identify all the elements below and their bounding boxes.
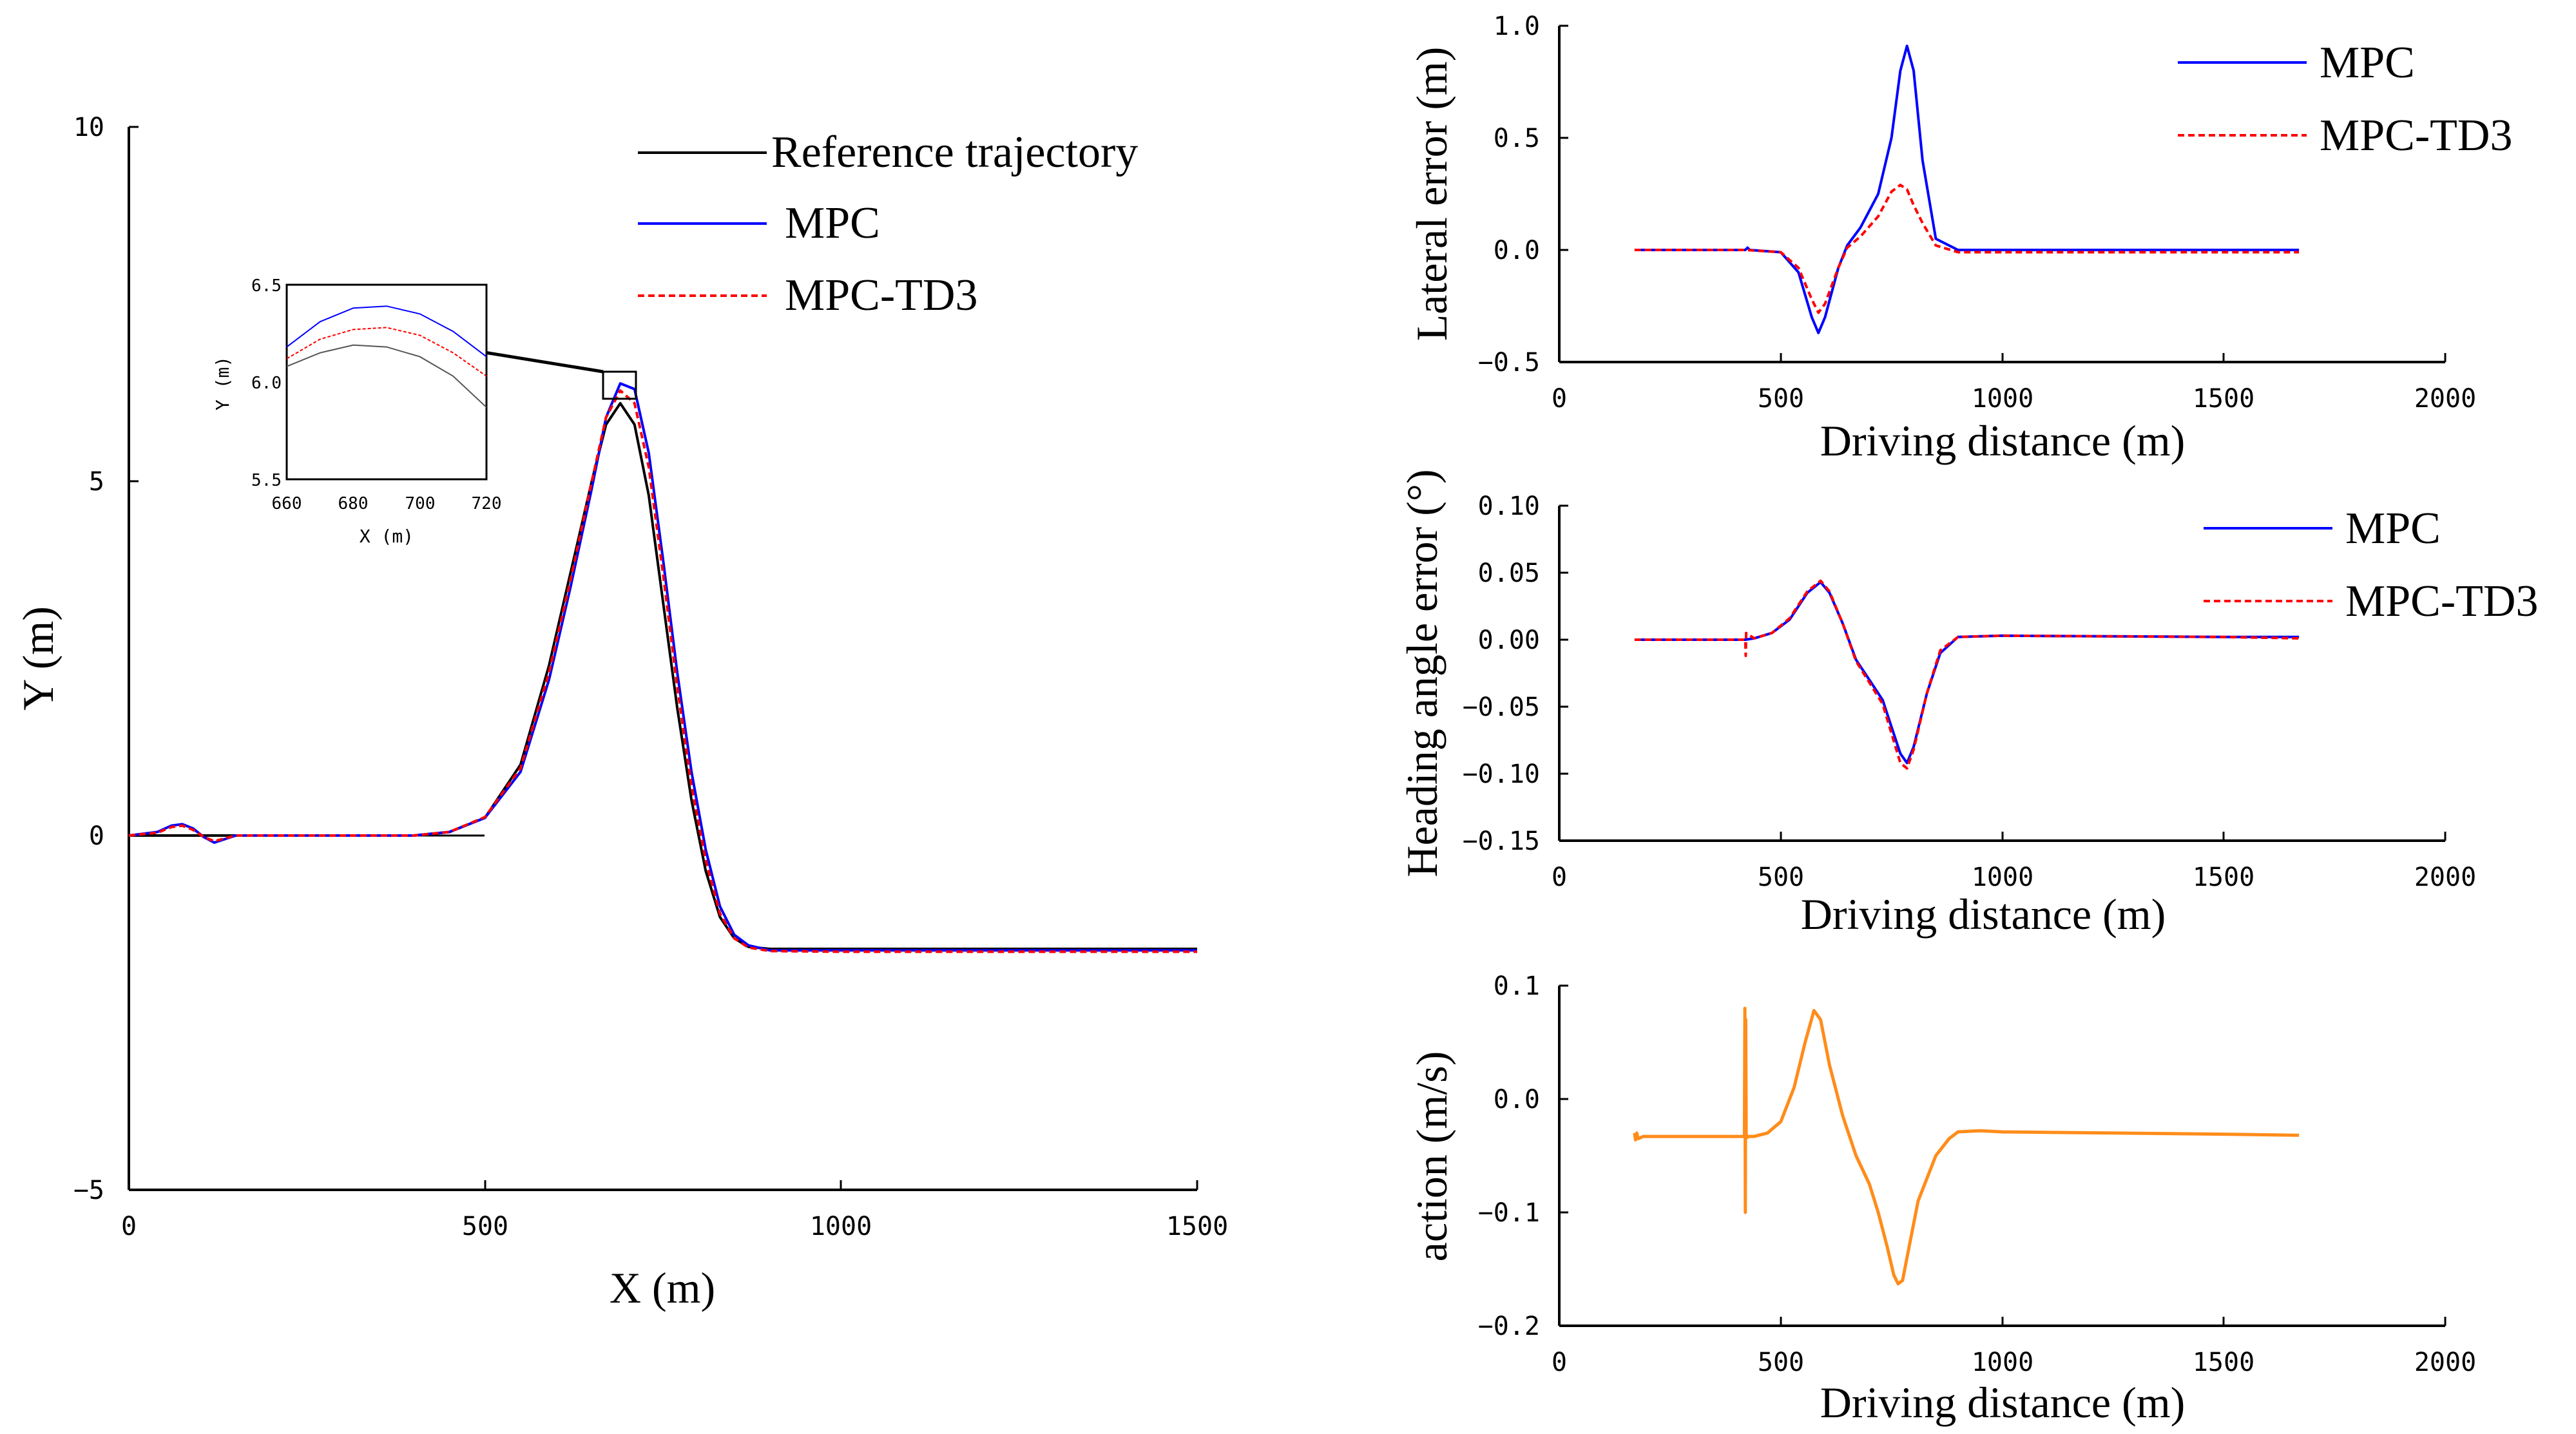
- heading-legend: MPC MPC-TD3: [2204, 504, 2538, 626]
- action-panel: 0 500 1000 1500 2000 0.1 0.0 −0.1 −0.2 D…: [1407, 971, 2476, 1427]
- trajectory-series-mpc-td3: [128, 389, 1197, 953]
- heading-y-label: Heading angle error (°): [1398, 469, 1447, 877]
- lateral-x-label: Driving distance (m): [1820, 416, 2186, 465]
- zoom-region-box: [602, 370, 637, 400]
- trajectory-x-ticks: 0 500 1000 1500: [121, 1180, 1228, 1241]
- action-ytick-label: −0.2: [1478, 1312, 1540, 1341]
- trajectory-ytick-label: 5: [89, 467, 104, 497]
- inset-frame: [285, 283, 488, 481]
- lateral-error-panel: 0 500 1000 1500 2000 1.0 0.5 0.0 −0.5 Dr…: [1407, 12, 2512, 465]
- heading-ytick-label: 0.00: [1478, 626, 1540, 655]
- heading-ytick-label: 0.05: [1478, 559, 1540, 588]
- inset-xtick-label: 700: [405, 494, 436, 513]
- action-xtick-label: 1500: [2193, 1348, 2254, 1377]
- trajectory-xtick-label: 0: [121, 1212, 137, 1241]
- lateral-y-ticks: 1.0 0.5 0.0 −0.5: [1478, 12, 1568, 378]
- action-series: [1633, 1006, 2300, 1286]
- action-ytick-label: −0.1: [1478, 1198, 1540, 1228]
- lateral-xtick-label: 1500: [2193, 384, 2254, 414]
- heading-series-mpc: [1634, 580, 2300, 765]
- trajectory-ytick-label: 10: [73, 113, 104, 142]
- legend-label-mpc-td3: MPC-TD3: [785, 271, 977, 320]
- heading-ytick-label: −0.15: [1463, 827, 1540, 856]
- zoom-inset: 6.5 6.0 5.5 660 680 700 720 X (m) Y (m): [212, 276, 501, 547]
- heading-xtick-label: 500: [1758, 863, 1804, 892]
- lateral-xtick-label: 500: [1758, 384, 1804, 414]
- heading-ytick-label: −0.05: [1463, 693, 1540, 722]
- action-x-label: Driving distance (m): [1820, 1378, 2186, 1427]
- lateral-legend: MPC MPC-TD3: [2178, 38, 2512, 160]
- trajectory-xtick-label: 1000: [810, 1212, 872, 1241]
- heading-x-ticks: 0 500 1000 1500 2000: [1552, 832, 2476, 892]
- action-y-ticks: 0.1 0.0 −0.1 −0.2: [1478, 971, 1568, 1341]
- inset-series-mpc: [286, 305, 487, 358]
- trajectory-ytick-label: −5: [73, 1176, 104, 1205]
- zoom-arrow: [478, 349, 604, 374]
- inset-series-reference: [286, 344, 487, 408]
- lateral-ytick-label: 0.5: [1494, 124, 1540, 153]
- action-x-ticks: 0 500 1000 1500 2000: [1552, 1317, 2476, 1377]
- inset-ytick-label: 6.5: [251, 276, 282, 296]
- legend-label-mpc: MPC: [785, 198, 880, 248]
- heading-ytick-label: 0.10: [1478, 492, 1540, 521]
- action-xtick-label: 0: [1552, 1348, 1567, 1377]
- lateral-y-label: Lateral error (m): [1407, 47, 1456, 341]
- lateral-series-mpc-td3: [1634, 184, 2300, 314]
- action-ytick-label: 0.1: [1494, 971, 1540, 1001]
- inset-y-label: Y (m): [212, 356, 233, 410]
- legend-label-reference: Reference trajectory: [771, 128, 1138, 177]
- legend-label-mpc-td3: MPC-TD3: [2320, 111, 2512, 160]
- inset-xtick-label: 660: [272, 494, 302, 513]
- lateral-xtick-label: 2000: [2414, 384, 2476, 414]
- trajectory-series-reference: [129, 402, 1197, 950]
- heading-xtick-label: 2000: [2414, 863, 2476, 892]
- heading-xtick-label: 0: [1552, 863, 1567, 892]
- trajectory-y-label: Y (m): [14, 606, 62, 711]
- action-ytick-label: 0.0: [1494, 1085, 1540, 1114]
- trajectory-xtick-label: 1500: [1166, 1212, 1228, 1241]
- lateral-ytick-label: 0.0: [1494, 236, 1540, 265]
- trajectory-panel: 0 500 1000 1500 10 5 0 −5 X (m) Y (m) Re…: [14, 113, 1228, 1312]
- lateral-ytick-label: −0.5: [1478, 348, 1540, 378]
- lateral-series-mpc: [1634, 44, 2300, 334]
- inset-xtick-label: 680: [338, 494, 369, 513]
- heading-y-ticks: 0.10 0.05 0.00 −0.05 −0.10 −0.15: [1463, 492, 1568, 856]
- legend-label-mpc: MPC: [2345, 504, 2441, 553]
- action-xtick-label: 2000: [2414, 1348, 2476, 1377]
- heading-series-mpc-td3: [1634, 579, 2300, 770]
- inset-series-mpc-td3: [286, 327, 487, 377]
- action-xtick-label: 1000: [1972, 1348, 2033, 1377]
- trajectory-xtick-label: 500: [462, 1212, 508, 1241]
- heading-xtick-label: 1500: [2193, 863, 2254, 892]
- inset-ytick-label: 6.0: [251, 374, 282, 393]
- lateral-xtick-label: 1000: [1972, 384, 2033, 414]
- inset-x-label: X (m): [360, 526, 414, 547]
- trajectory-x-label: X (m): [610, 1263, 715, 1312]
- heading-ytick-label: −0.10: [1463, 760, 1540, 789]
- lateral-xtick-label: 0: [1552, 384, 1567, 414]
- lateral-x-ticks: 0 500 1000 1500 2000: [1552, 353, 2476, 414]
- lateral-ytick-label: 1.0: [1494, 12, 1540, 41]
- action-y-label: action (m/s): [1407, 1051, 1456, 1262]
- action-xtick-label: 500: [1758, 1348, 1804, 1377]
- heading-xtick-label: 1000: [1972, 863, 2033, 892]
- inset-ytick-label: 5.5: [251, 471, 282, 490]
- trajectory-ytick-label: 0: [89, 821, 104, 851]
- legend-label-mpc-td3: MPC-TD3: [2345, 577, 2538, 626]
- trajectory-y-ticks: 10 5 0 −5: [73, 113, 139, 1205]
- inset-xtick-label: 720: [472, 494, 502, 513]
- heading-x-label: Driving distance (m): [1801, 890, 2166, 939]
- heading-error-panel: 0 500 1000 1500 2000 0.10 0.05 0.00 −0.0…: [1398, 469, 2538, 939]
- trajectory-legend: Reference trajectory MPC MPC-TD3: [638, 128, 1138, 320]
- legend-label-mpc: MPC: [2320, 38, 2415, 88]
